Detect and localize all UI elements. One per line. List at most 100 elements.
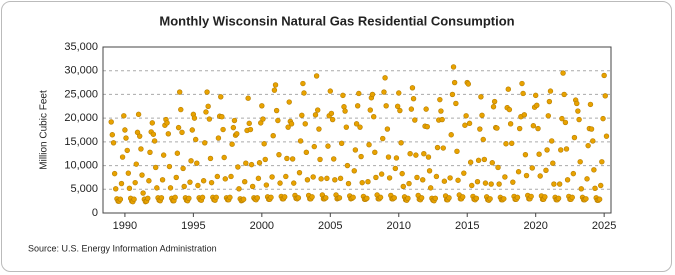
chart-title: Monthly Wisconsin Natural Gas Residentia… bbox=[159, 13, 514, 28]
point bbox=[405, 195, 411, 201]
point bbox=[329, 116, 336, 123]
point bbox=[506, 106, 513, 113]
point bbox=[535, 125, 541, 132]
point bbox=[454, 148, 460, 155]
point bbox=[555, 195, 562, 201]
point bbox=[598, 182, 604, 189]
point bbox=[455, 177, 461, 183]
point bbox=[546, 98, 553, 105]
point bbox=[433, 173, 440, 180]
point bbox=[563, 146, 570, 152]
point bbox=[174, 150, 181, 156]
point bbox=[304, 177, 311, 183]
point bbox=[109, 132, 116, 138]
point bbox=[480, 136, 486, 143]
point bbox=[585, 142, 591, 149]
point bbox=[343, 124, 350, 130]
point bbox=[123, 135, 129, 141]
point bbox=[332, 177, 338, 183]
point bbox=[495, 164, 501, 171]
point bbox=[400, 183, 406, 190]
point bbox=[510, 179, 516, 185]
point bbox=[325, 143, 331, 149]
point bbox=[215, 135, 222, 141]
point bbox=[245, 95, 251, 101]
point bbox=[587, 101, 594, 108]
y-axis-label: Million Cubic Feet bbox=[39, 90, 50, 170]
y-tick-label: 30,000 bbox=[64, 65, 98, 77]
point bbox=[345, 180, 352, 187]
point bbox=[396, 90, 402, 96]
point bbox=[145, 195, 151, 201]
x-tick-label: 2025 bbox=[592, 220, 616, 232]
point bbox=[514, 194, 521, 201]
point bbox=[246, 120, 252, 127]
x-tick-label: 2015 bbox=[455, 220, 479, 232]
point bbox=[354, 103, 361, 109]
point bbox=[383, 103, 389, 109]
point bbox=[357, 124, 363, 130]
point bbox=[393, 155, 400, 161]
point bbox=[462, 122, 468, 128]
point bbox=[300, 80, 306, 87]
point bbox=[600, 115, 606, 122]
point bbox=[173, 174, 179, 181]
point bbox=[516, 125, 523, 132]
point bbox=[164, 120, 170, 126]
point bbox=[295, 195, 302, 201]
point bbox=[132, 179, 138, 186]
x-tick-label: 2000 bbox=[250, 220, 274, 232]
point bbox=[520, 90, 526, 97]
point bbox=[206, 116, 213, 122]
point bbox=[203, 109, 209, 115]
point bbox=[269, 174, 275, 180]
point bbox=[207, 155, 214, 162]
point bbox=[501, 196, 507, 202]
point bbox=[175, 124, 182, 131]
point bbox=[323, 195, 329, 201]
point bbox=[150, 131, 157, 137]
point bbox=[282, 194, 288, 200]
point bbox=[200, 178, 207, 184]
point bbox=[603, 133, 610, 139]
point bbox=[249, 183, 256, 190]
point bbox=[372, 149, 378, 155]
point bbox=[166, 163, 173, 170]
point bbox=[481, 156, 488, 163]
point bbox=[192, 136, 199, 143]
point bbox=[153, 164, 159, 171]
point bbox=[364, 195, 370, 201]
point bbox=[301, 90, 307, 96]
point bbox=[236, 186, 242, 192]
point bbox=[447, 175, 453, 181]
point bbox=[178, 106, 184, 113]
point bbox=[365, 178, 371, 185]
point bbox=[491, 98, 498, 105]
point bbox=[338, 140, 345, 146]
point bbox=[377, 194, 384, 201]
point bbox=[439, 116, 445, 123]
point bbox=[385, 154, 392, 160]
point bbox=[450, 64, 457, 70]
point bbox=[358, 153, 364, 160]
point bbox=[380, 135, 386, 142]
point bbox=[261, 141, 267, 147]
point bbox=[473, 195, 480, 201]
point bbox=[312, 112, 319, 118]
point bbox=[409, 85, 416, 91]
point bbox=[505, 86, 512, 92]
point bbox=[154, 185, 160, 191]
point bbox=[466, 120, 473, 127]
point bbox=[591, 167, 597, 173]
point bbox=[528, 193, 534, 200]
point bbox=[228, 173, 234, 180]
point bbox=[138, 146, 144, 152]
point bbox=[159, 177, 166, 183]
point bbox=[478, 94, 484, 100]
point bbox=[583, 196, 589, 202]
point bbox=[465, 81, 472, 87]
point bbox=[260, 116, 266, 122]
point bbox=[160, 152, 167, 158]
point bbox=[451, 79, 458, 86]
point bbox=[421, 151, 427, 157]
